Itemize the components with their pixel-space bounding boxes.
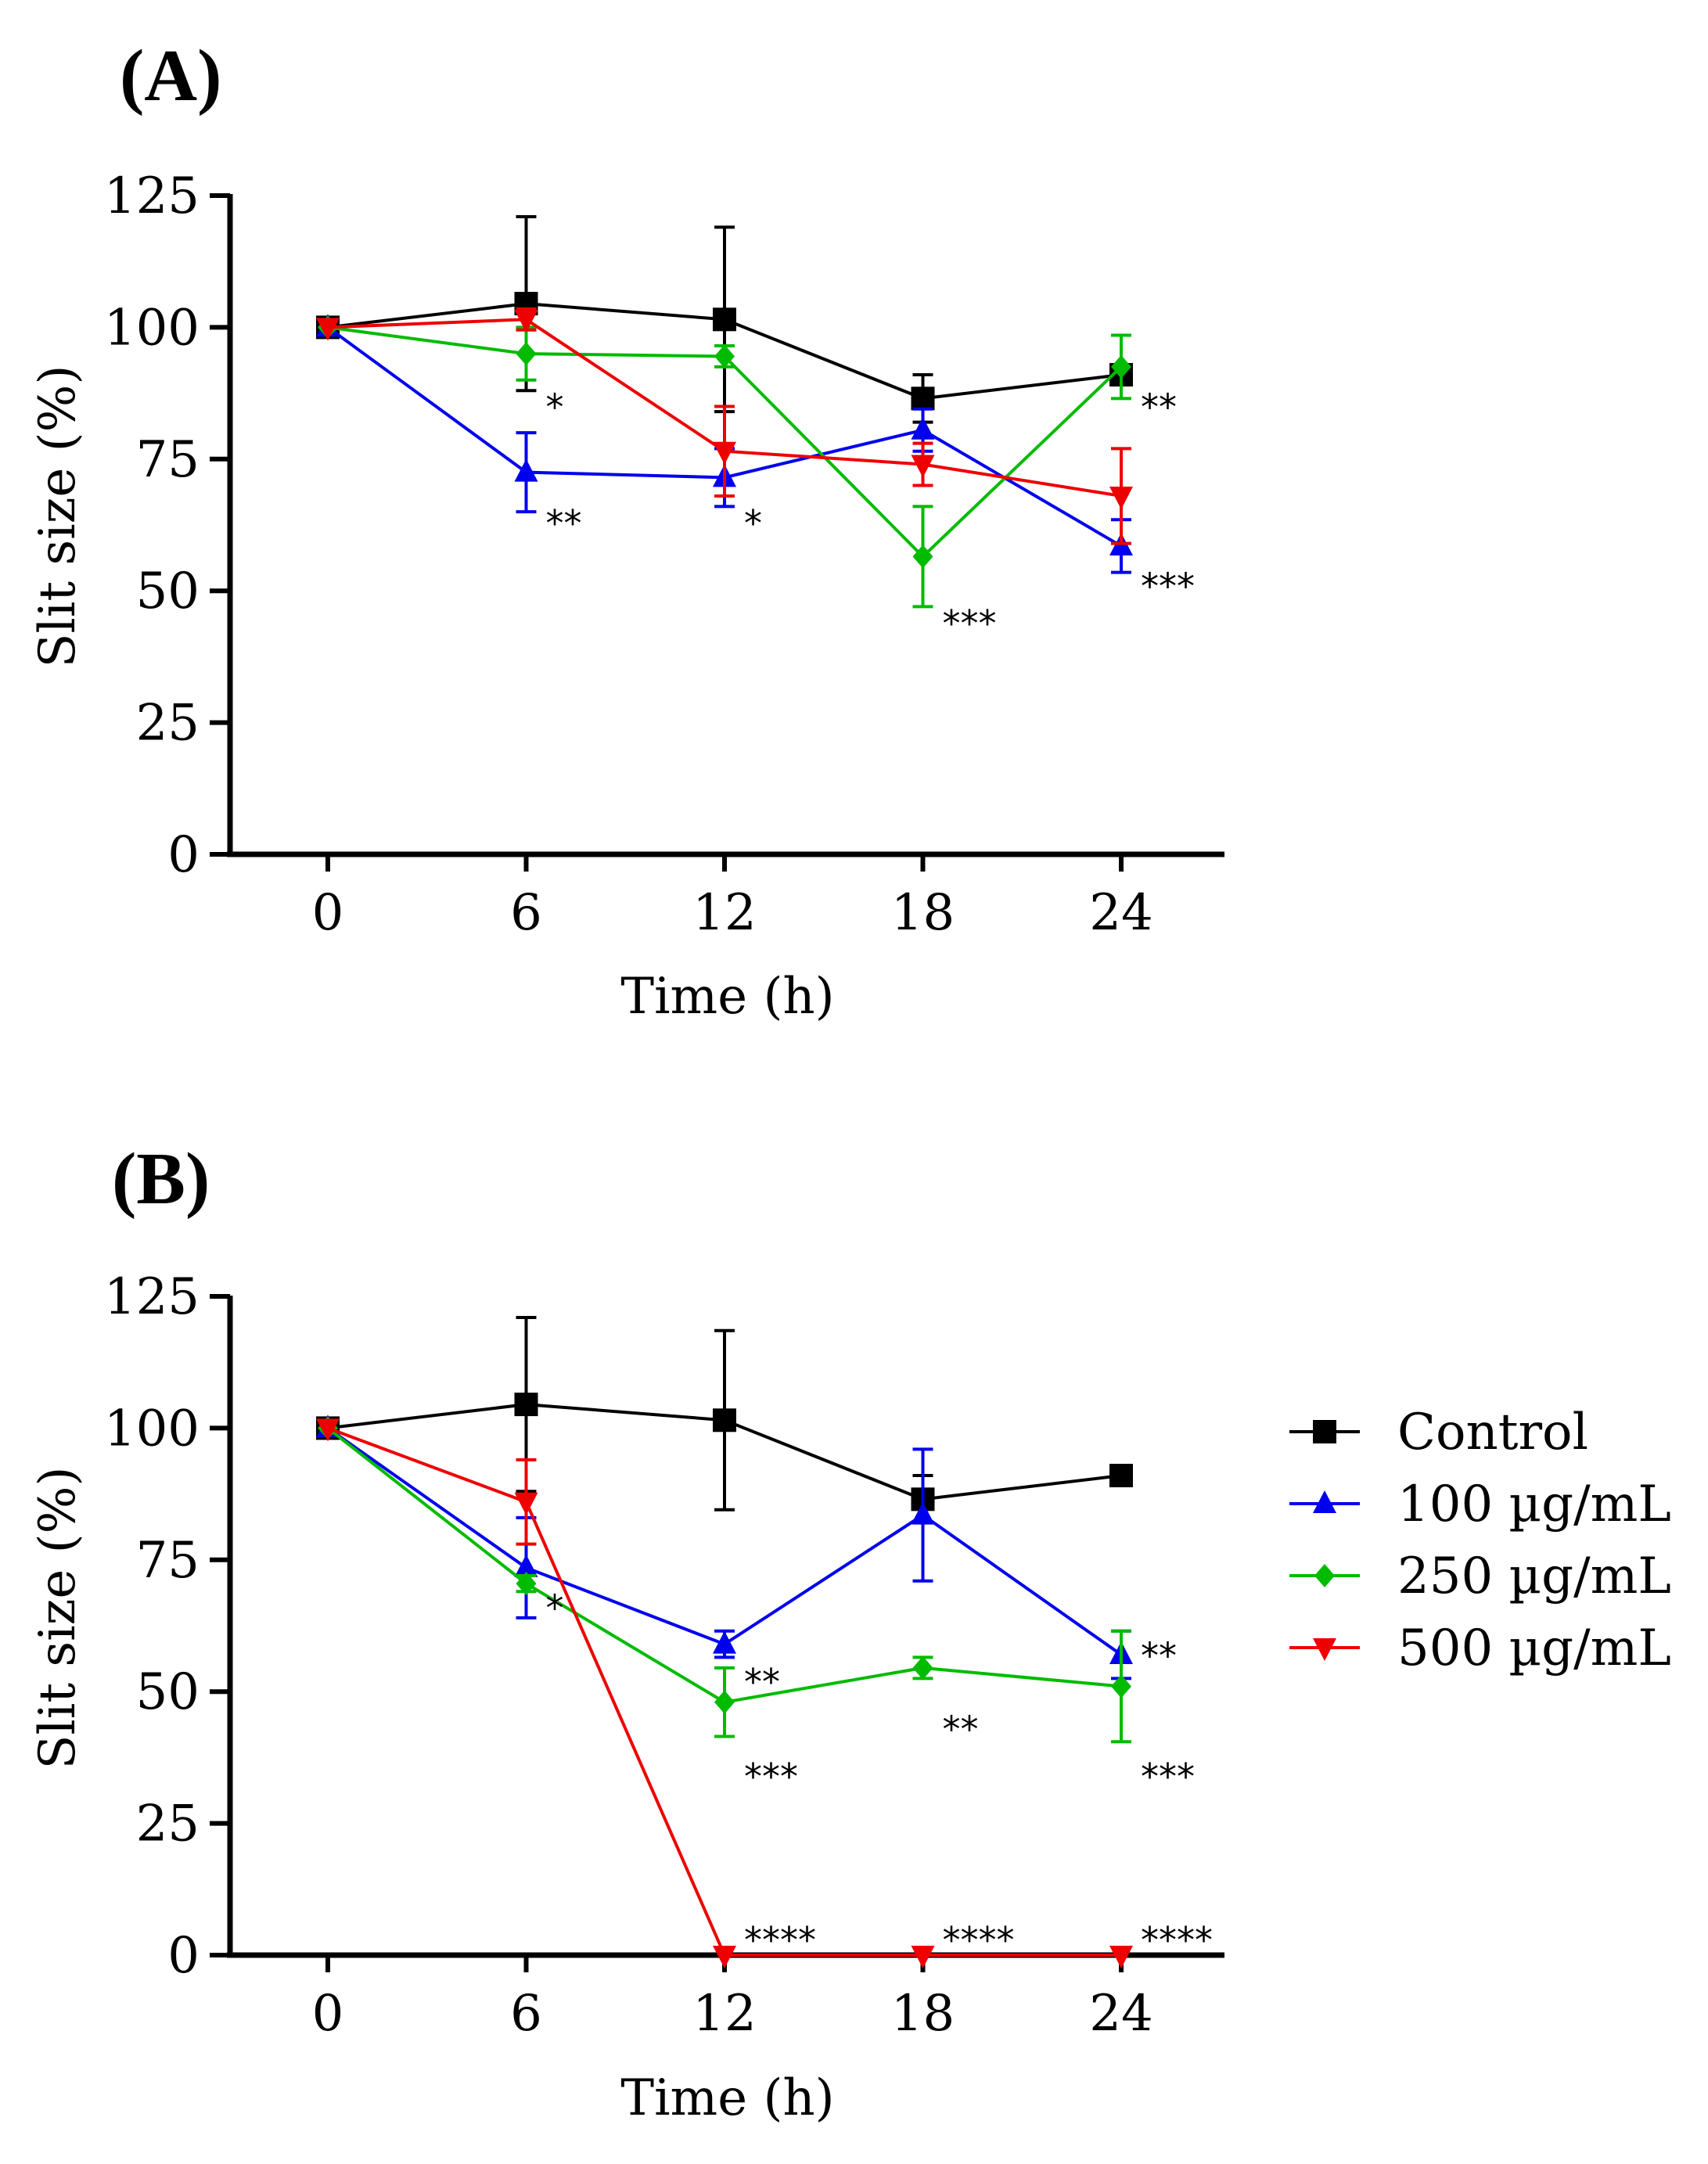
panel-b-series-control (316, 1315, 1133, 1525)
panel-b-y-tick-label: 25 (136, 1796, 200, 1853)
panel-a-point-c500 (911, 455, 935, 478)
panel-a-y-tick-label: 100 (104, 299, 200, 357)
panel-a-y-tick-label: 0 (167, 826, 200, 884)
panel-b-significance-label: **** (1141, 1919, 1213, 1961)
panel-a-point-control (911, 386, 935, 411)
panel-b-significance-label: * (546, 1587, 564, 1630)
panel-b-point-c250 (912, 1655, 933, 1680)
panel-b-series-c500 (316, 1418, 1133, 1968)
panel-b-point-control (713, 1408, 736, 1432)
panel-b-y-tick-label: 100 (104, 1400, 200, 1458)
panel-a-point-c250 (1111, 354, 1131, 379)
panel-b-x-tick-label: 24 (1089, 1985, 1152, 2043)
panel-a-point-c500 (514, 310, 538, 333)
panel-a-y-tick-label: 125 (104, 167, 200, 225)
panel-b-x-tick-label: 12 (692, 1985, 756, 2043)
panel-a-point-c500 (713, 441, 736, 465)
panel-b-point-c100 (911, 1501, 935, 1525)
legend-marker-control (1313, 1420, 1336, 1443)
panel-a-x-tick-label: 18 (891, 884, 955, 942)
panel-b-point-c250 (516, 1572, 537, 1596)
panel-b-x-axis-title: Time (h) (620, 2069, 834, 2127)
panel-b-significance-label: ** (943, 1709, 979, 1751)
panel-b-x-tick-label: 0 (312, 1985, 344, 2043)
panel-b-significance-label: *** (744, 1756, 798, 1798)
legend-label-control: Control (1397, 1404, 1588, 1461)
panel-a-y-tick-label: 75 (136, 431, 200, 489)
panel-b-label: (B) (112, 1138, 210, 1220)
panel-a-point-c250 (714, 344, 735, 368)
panel-b-y-tick-label: 50 (136, 1663, 200, 1721)
panel-a-y-tick-label: 50 (136, 563, 200, 620)
panel-a-significance-label: *** (943, 602, 997, 645)
legend-label-500: 500 µg/mL (1397, 1619, 1671, 1677)
chart-panel-a: (A) 0 25 50 75 100 125 0 6 12 18 24 Time (h) Slit… (29, 35, 1224, 1026)
panel-a-significance-label: ** (546, 502, 582, 545)
panel-b-point-control (1109, 1464, 1133, 1488)
panel-b-point-c250 (1111, 1674, 1131, 1698)
legend-entry-control: Control (1289, 1404, 1588, 1461)
chart-panel-b: (B) 0 25 50 75 100 125 0 6 12 18 24 Time (h) Slit… (29, 1138, 1224, 2127)
legend-entry-100: 100 µg/mL (1289, 1476, 1671, 1533)
panel-a-point-c250 (516, 342, 537, 366)
legend-marker-shape-c500 (1313, 1638, 1336, 1661)
panel-b-significance-label: ** (1141, 1634, 1177, 1677)
legend-label-100: 100 µg/mL (1397, 1476, 1671, 1533)
panel-a-significance-label: *** (1141, 566, 1195, 608)
panel-b-significance-label: ** (744, 1661, 780, 1703)
panel-a-series-c500 (316, 307, 1133, 545)
panel-b-y-tick-label: 125 (104, 1268, 200, 1326)
panel-b-point-c500 (316, 1418, 340, 1442)
legend-marker-shape-control (1313, 1420, 1336, 1443)
panel-a-point-c500 (1109, 486, 1133, 509)
panel-b-point-c100 (713, 1630, 736, 1654)
panel-b-point-c100 (514, 1554, 538, 1577)
panel-b-significance-label: **** (943, 1919, 1015, 1961)
panel-a-significance-label: * (744, 502, 762, 545)
panel-b-x-tick-label: 6 (510, 1985, 542, 2043)
panel-b-x-tick-label: 18 (891, 1985, 955, 2043)
panel-a-x-tick-label: 12 (692, 884, 756, 942)
legend-marker-500 (1313, 1638, 1336, 1661)
panel-b-significance-label: **** (744, 1919, 816, 1961)
legend: Control 100 µg/mL 250 µg/mL 500 µg/mL (1289, 1404, 1671, 1677)
panel-a-y-axis-title: Slit size (%) (29, 365, 87, 668)
panel-a-significance-label: ** (1141, 386, 1177, 429)
legend-marker-100 (1313, 1490, 1336, 1513)
panel-a-series-control (316, 214, 1133, 424)
legend-entry-500: 500 µg/mL (1289, 1619, 1671, 1677)
panel-a-point-control (713, 307, 736, 332)
panel-b-point-c500 (514, 1492, 538, 1515)
legend-marker-250 (1314, 1564, 1335, 1587)
panel-b-point-c500 (1109, 1946, 1133, 1968)
panel-a-significance-label: * (546, 386, 564, 429)
panel-b-significance-label: *** (1141, 1756, 1195, 1798)
panel-a-series-c250 (318, 315, 1131, 609)
panel-b-point-control (514, 1393, 538, 1417)
panel-b-point-c500 (713, 1946, 736, 1968)
panel-a-x-tick-label: 6 (510, 884, 542, 942)
panel-a-point-c100 (911, 416, 935, 440)
panel-a-y-tick-label: 25 (136, 695, 200, 753)
legend-label-250: 250 µg/mL (1397, 1548, 1671, 1605)
panel-a-point-c100 (514, 458, 538, 482)
legend-marker-shape-c250 (1314, 1564, 1335, 1587)
panel-a-point-c250 (912, 545, 933, 569)
panel-a-x-tick-label: 24 (1089, 884, 1152, 942)
panel-a-x-tick-label: 0 (312, 884, 344, 942)
panel-a-label: (A) (120, 35, 222, 117)
legend-marker-shape-c100 (1313, 1490, 1336, 1513)
panel-b-point-c250 (714, 1690, 735, 1714)
panel-b-y-tick-label: 75 (136, 1532, 200, 1590)
legend-entry-250: 250 µg/mL (1289, 1548, 1671, 1605)
panel-b-point-c500 (911, 1946, 935, 1968)
panel-b-y-axis-title: Slit size (%) (29, 1467, 87, 1770)
panel-a-x-axis-title: Time (h) (620, 968, 834, 1026)
panel-a-point-c500 (316, 318, 340, 341)
panel-b-y-tick-label: 0 (167, 1927, 200, 1985)
